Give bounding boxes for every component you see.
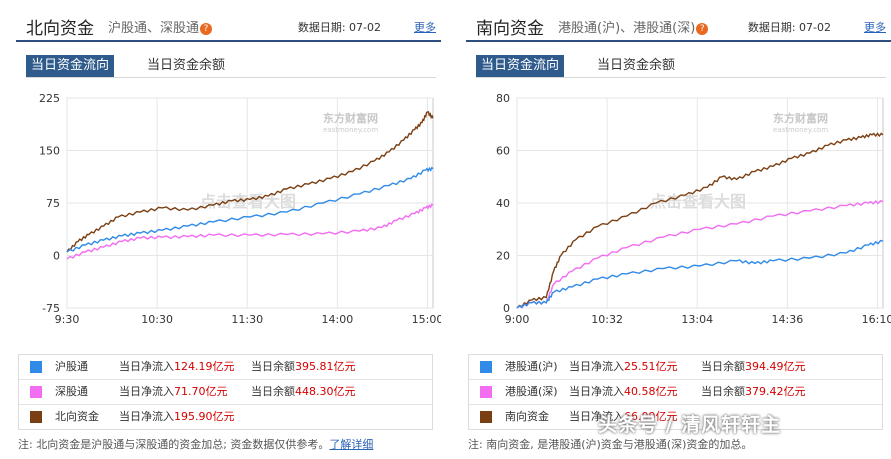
legend-swatch <box>30 386 42 398</box>
x-tick-label: 14:36 <box>772 313 804 326</box>
more-link[interactable]: 更多 <box>414 21 436 34</box>
overlay-watermark: 头条号 / 清风轩轩主 <box>598 414 782 436</box>
footnote: 注: 北向资金是沪股通与深股通的资金加总; 资金数据仅供参考。了解详细 <box>18 438 374 451</box>
legend-name: 沪股通 <box>55 360 88 373</box>
x-tick-label: 15:00 <box>412 313 441 326</box>
inflow-label: 当日净流入 <box>569 360 624 373</box>
x-tick-label: 10:32 <box>591 313 623 326</box>
legend-row: 南向资金 当日净流入66.09亿元 <box>469 405 882 429</box>
data-date: 数据日期: 07-02 <box>297 21 381 34</box>
y-tick-label: 0 <box>503 302 510 315</box>
question-icon[interactable]: ? <box>200 23 213 35</box>
legend-row: 港股通(深) 当日净流入40.58亿元 当日余额379.42亿元 <box>469 380 882 405</box>
legend-name: 深股通 <box>55 385 88 398</box>
legend-table: 沪股通 当日净流入124.19亿元 当日余额395.81亿元 深股通 当日净流入… <box>18 354 433 430</box>
y-tick-label: -75 <box>42 302 60 315</box>
inflow-value: 40.58亿元 <box>624 385 678 398</box>
legend-swatch <box>480 411 492 423</box>
legend-swatch <box>480 361 492 373</box>
legend-swatch <box>30 361 42 373</box>
watermark-logo: 东方财富网 <box>773 111 828 125</box>
series-line-sh-connect <box>66 166 434 253</box>
y-tick-label: 60 <box>496 145 510 158</box>
southbound-panel: 南向资金 港股通(沪)、港股通(深)? 数据日期: 07-02 更多 当日资金流… <box>450 0 891 459</box>
y-tick-label: 40 <box>496 197 510 210</box>
watermark-center: 点击查看大图 <box>200 192 296 211</box>
legend-name: 南向资金 <box>505 410 549 423</box>
watermark-logo: 东方财富网 <box>323 111 378 125</box>
more-link[interactable]: 更多 <box>864 21 886 34</box>
y-tick-label: 225 <box>39 92 60 105</box>
balance-label: 当日余额 <box>251 360 295 373</box>
northbound-flow-chart[interactable]: -75 0 75 150 225 9:30 10:30 11:30 14:00 15:00 东方财富… <box>15 80 441 342</box>
balance-value: 394.49亿元 <box>745 360 806 373</box>
learn-more-link[interactable]: 了解详细 <box>329 438 374 451</box>
panel-subtitle: 沪股通、深股通? <box>108 17 213 36</box>
legend-name: 港股通(沪) <box>505 360 558 373</box>
legend-row: 港股通(沪) 当日净流入25.51亿元 当日余额394.49亿元 <box>469 355 882 380</box>
series-line-hk-sz <box>516 199 884 309</box>
balance-value: 448.30亿元 <box>295 385 356 398</box>
tab-daily-balance[interactable]: 当日资金余额 <box>147 58 226 73</box>
series-line-sz-connect <box>66 203 434 260</box>
legend-row: 沪股通 当日净流入124.19亿元 当日余额395.81亿元 <box>19 355 432 380</box>
inflow-value: 124.19亿元 <box>174 360 235 373</box>
y-tick-label: 20 <box>496 250 510 263</box>
x-tick-label: 11:30 <box>231 313 263 326</box>
watermark-logo-sub: eastmoney.com <box>773 126 828 134</box>
watermark-logo-sub: eastmoney.com <box>323 126 378 134</box>
footnote: 注: 南向资金, 是港股通(沪)资金与港股通(深)资金的加总。 <box>468 438 753 451</box>
tab-daily-flow[interactable]: 当日资金流向 <box>26 55 115 77</box>
x-tick-label: 9:30 <box>55 313 80 326</box>
tab-divider <box>476 77 886 78</box>
y-tick-label: 150 <box>39 145 60 158</box>
panel-header: 南向资金 港股通(沪)、港股通(深)? 数据日期: 07-02 更多 <box>466 0 891 42</box>
balance-label: 当日余额 <box>701 360 745 373</box>
panel-subtitle: 港股通(沪)、港股通(深)? <box>558 17 709 36</box>
panel-header: 北向资金 沪股通、深股通? 数据日期: 07-02 更多 <box>16 0 441 42</box>
y-tick-label: 0 <box>53 250 60 263</box>
inflow-value: 71.70亿元 <box>174 385 228 398</box>
data-date: 数据日期: 07-02 <box>747 21 831 34</box>
tab-divider <box>26 77 436 78</box>
panel-title: 南向资金 <box>476 19 544 39</box>
question-icon[interactable]: ? <box>696 23 709 35</box>
inflow-label: 当日净流入 <box>119 410 174 423</box>
legend-name: 北向资金 <box>55 410 99 423</box>
legend-table: 港股通(沪) 当日净流入25.51亿元 当日余额394.49亿元 港股通(深) … <box>468 354 883 430</box>
balance-label: 当日余额 <box>251 385 295 398</box>
southbound-flow-chart[interactable]: 0 20 40 60 80 9:00 10:32 13:04 14:36 16:10 东方财富网ea… <box>465 80 891 342</box>
x-tick-label: 10:30 <box>141 313 173 326</box>
inflow-value: 25.51亿元 <box>624 360 678 373</box>
series-line-hk-sh <box>516 239 884 309</box>
y-tick-label: 80 <box>496 92 510 105</box>
panel-title: 北向资金 <box>26 19 94 39</box>
balance-value: 379.42亿元 <box>745 385 806 398</box>
legend-swatch <box>480 386 492 398</box>
legend-swatch <box>30 411 42 423</box>
legend-row: 深股通 当日净流入71.70亿元 当日余额448.30亿元 <box>19 380 432 405</box>
x-tick-label: 14:00 <box>322 313 354 326</box>
inflow-label: 当日净流入 <box>569 385 624 398</box>
series-line-northbound <box>66 110 434 253</box>
x-tick-label: 13:04 <box>681 313 713 326</box>
inflow-value: 66.09亿元 <box>624 410 678 423</box>
tab-daily-flow[interactable]: 当日资金流向 <box>476 55 565 77</box>
tab-daily-balance[interactable]: 当日资金余额 <box>597 58 676 73</box>
watermark-center: 点击查看大图 <box>650 192 746 211</box>
inflow-label: 当日净流入 <box>119 360 174 373</box>
balance-label: 当日余额 <box>701 385 745 398</box>
y-tick-label: 75 <box>46 197 60 210</box>
balance-value: 395.81亿元 <box>295 360 356 373</box>
inflow-label: 当日净流入 <box>119 385 174 398</box>
legend-name: 港股通(深) <box>505 385 558 398</box>
northbound-panel: 北向资金 沪股通、深股通? 数据日期: 07-02 更多 当日资金流向 当日资金… <box>0 0 441 459</box>
x-tick-label: 9:00 <box>505 313 530 326</box>
series-line-southbound <box>516 132 884 309</box>
inflow-value: 195.90亿元 <box>174 410 235 423</box>
legend-row: 北向资金 当日净流入195.90亿元 <box>19 405 432 429</box>
inflow-label: 当日净流入 <box>569 410 624 423</box>
x-tick-label: 16:10 <box>862 313 891 326</box>
